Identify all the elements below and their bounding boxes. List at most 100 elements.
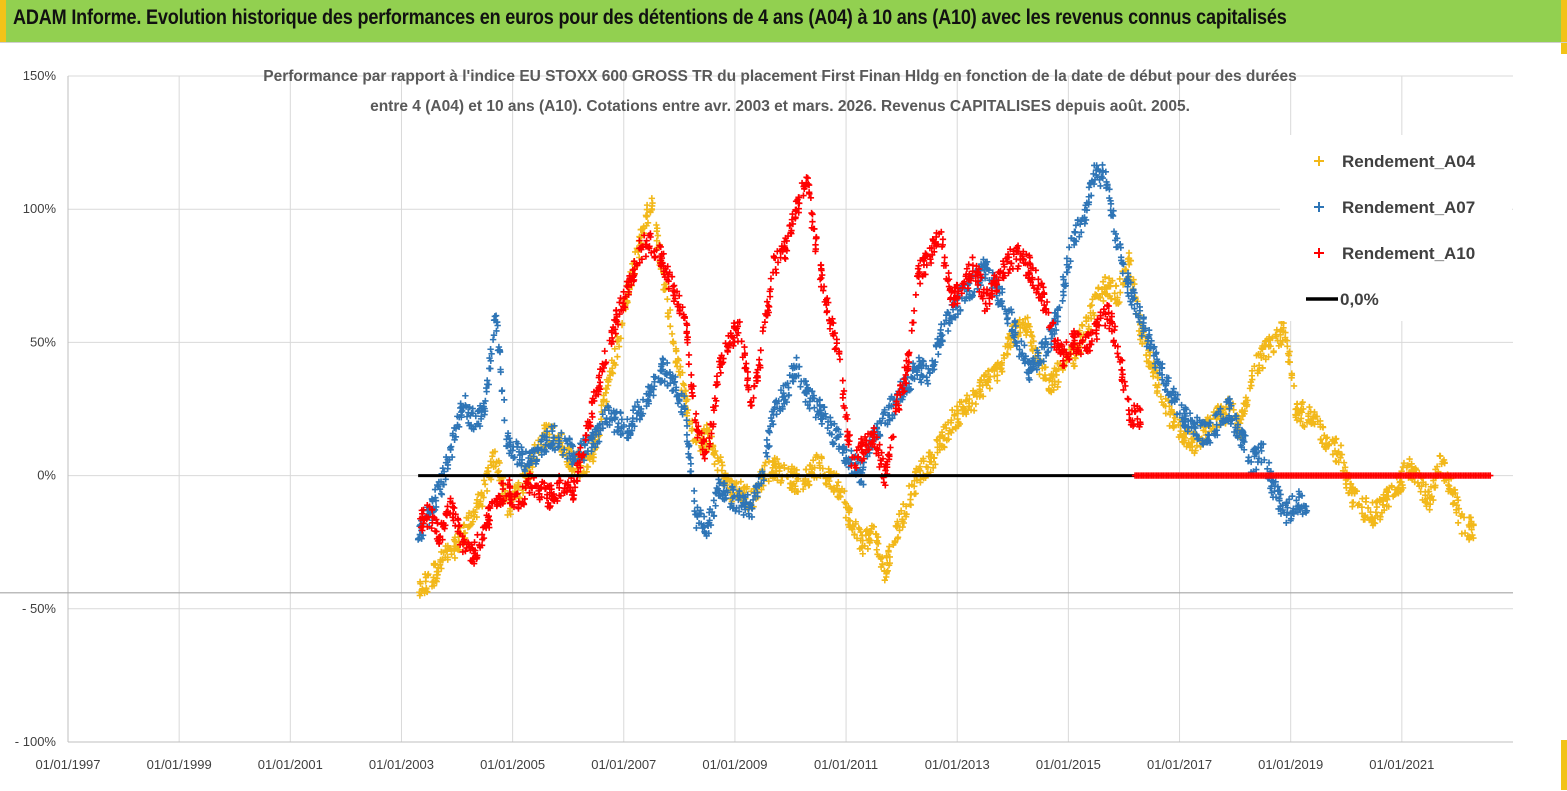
- y-tick-label: - 100%: [15, 734, 57, 749]
- data-point: [487, 476, 495, 483]
- data-point: [490, 332, 498, 339]
- y-tick-label: 0%: [37, 468, 56, 483]
- data-point: [521, 467, 529, 475]
- data-point: [667, 323, 674, 330]
- data-point: [473, 496, 481, 503]
- data-point: [916, 280, 924, 287]
- data-point: [961, 408, 969, 416]
- data-point: [1354, 502, 1362, 509]
- data-point: [1255, 362, 1263, 369]
- data-point: [1466, 523, 1473, 531]
- data-point: [803, 174, 810, 181]
- data-point: [1082, 314, 1090, 321]
- data-point: [888, 402, 895, 410]
- data-point: [1289, 492, 1296, 500]
- data-point: [971, 389, 979, 397]
- data-point: [438, 565, 445, 572]
- data-point: [741, 503, 748, 510]
- data-point: [1028, 342, 1035, 350]
- data-point: [670, 379, 678, 386]
- data-point: [829, 438, 836, 446]
- data-point: [1319, 423, 1327, 431]
- data-point: [1362, 494, 1370, 502]
- x-tick-label: 01/01/2013: [925, 757, 990, 772]
- data-point: [673, 363, 681, 370]
- data-point: [765, 427, 772, 434]
- data-point: [495, 457, 502, 465]
- data-point: [1097, 294, 1104, 301]
- data-point: [923, 377, 931, 384]
- data-point: [1016, 324, 1024, 331]
- data-point: [1404, 462, 1411, 469]
- data-point: [704, 519, 712, 527]
- data-point: [1138, 340, 1146, 348]
- data-point: [966, 291, 974, 298]
- data-point: [1100, 297, 1107, 305]
- data-point: [1004, 314, 1011, 322]
- data-point: [695, 510, 703, 518]
- data-point: [807, 462, 814, 469]
- data-point: [1011, 317, 1019, 325]
- data-point: [615, 420, 622, 427]
- data-point: [610, 407, 617, 415]
- data-point: [595, 438, 603, 445]
- data-point: [1400, 459, 1408, 467]
- grid-lines: [67, 75, 1513, 743]
- data-point: [681, 406, 689, 413]
- data-point: [1376, 516, 1384, 523]
- data-point: [693, 438, 700, 446]
- data-point: [1372, 509, 1380, 516]
- data-point: [620, 421, 628, 429]
- data-point: [480, 403, 487, 410]
- data-point: [1451, 499, 1458, 507]
- data-point: [945, 436, 952, 443]
- data-point: [1166, 403, 1173, 410]
- data-point: [760, 476, 767, 484]
- data-point: [1029, 333, 1036, 340]
- data-point: [816, 401, 824, 409]
- data-point: [767, 275, 775, 282]
- y-tick-label: 50%: [30, 334, 56, 349]
- data-point: [885, 548, 892, 556]
- data-point: [985, 376, 992, 383]
- data-point: [1266, 333, 1273, 341]
- data-point: [982, 371, 990, 379]
- data-point: [1116, 275, 1123, 283]
- x-tick-label: 01/01/2009: [702, 757, 767, 772]
- data-point: [843, 446, 850, 454]
- data-point: [675, 357, 682, 364]
- data-point: [900, 501, 907, 508]
- corner-marker-top-left: [0, 0, 6, 42]
- data-point: [1107, 279, 1114, 286]
- data-point: [614, 353, 621, 360]
- data-point: [1265, 341, 1272, 349]
- data-point: [419, 585, 426, 592]
- data-point: [693, 524, 700, 532]
- data-point: [929, 363, 937, 370]
- data-point: [1454, 519, 1462, 527]
- data-point: [917, 479, 924, 486]
- data-point: [832, 427, 840, 434]
- x-tick-label: 01/01/1999: [147, 757, 212, 772]
- data-point: [465, 409, 472, 416]
- data-point: [432, 560, 439, 567]
- data-point: [763, 436, 771, 444]
- data-point: [1298, 409, 1306, 416]
- data-point: [654, 232, 662, 239]
- data-point: [465, 509, 473, 517]
- data-point: [836, 356, 844, 363]
- data-point: [1051, 365, 1058, 372]
- data-point: [1253, 352, 1260, 359]
- data-point: [603, 385, 610, 393]
- data-point: [786, 484, 794, 491]
- data-point: [1087, 302, 1094, 310]
- data-point: [1042, 363, 1049, 371]
- data-point: [434, 564, 442, 571]
- data-point: [682, 387, 689, 394]
- data-point: [628, 427, 636, 434]
- data-point: [684, 440, 692, 448]
- data-point: [756, 356, 763, 363]
- data-point: [819, 465, 826, 472]
- data-point: [451, 424, 458, 432]
- data-point: [926, 369, 933, 377]
